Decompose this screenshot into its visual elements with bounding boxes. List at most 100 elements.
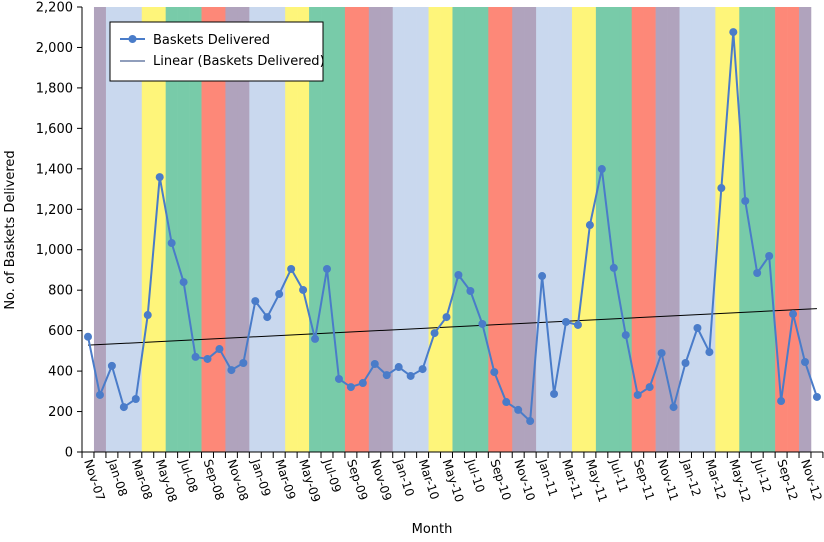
data-point-nov-09 [370,360,379,369]
data-point-jan-08 [107,361,116,370]
x-tick-label: Jul-12 [750,457,774,495]
linear-trendline [87,308,817,346]
season-band-aug-09 [332,7,346,452]
season-band-feb-08 [117,7,131,452]
season-band-dec-11 [667,7,680,452]
season-band-jun-12 [739,7,752,452]
season-band-apr-12 [715,7,728,452]
y-tick-label: 600 [48,324,73,339]
season-band-aug-11 [619,7,633,452]
season-band-sep-11 [631,7,644,452]
season-band-jun-10 [452,7,465,452]
season-band-feb-10 [404,7,417,452]
y-tick-label: 2,200 [36,1,73,16]
data-point-aug-08 [191,352,200,361]
data-point-aug-10 [478,319,487,328]
x-tick-label: May-11 [583,458,610,504]
data-point-jan-10 [394,363,403,372]
data-point-nov-08 [227,366,236,375]
data-point-may-08 [155,173,164,182]
data-point-nov-07 [84,332,92,341]
data-point-dec-11 [669,403,678,412]
x-tick-label: Mar-10 [416,458,442,502]
x-tick-label: Nov-09 [368,458,395,503]
y-tick-label: 400 [48,365,73,380]
x-tick-label: Mar-09 [272,458,298,502]
data-point-nov-12 [801,357,809,366]
data-point-nov-10 [514,405,523,414]
trendline [87,308,817,346]
x-tick-label: Sep-11 [631,458,657,502]
series-baskets-delivered [84,28,821,426]
x-tick-label: Mar-12 [703,458,729,502]
data-point-nov-11 [657,349,666,358]
x-tick-label: Nov-10 [511,458,538,503]
data-point-mar-11 [562,317,570,326]
data-point-may-09 [299,285,308,294]
season-band-apr-11 [571,7,585,452]
data-point-oct-12 [789,310,798,319]
x-tick-label: Mar-08 [129,458,155,502]
x-tick-label: Jan-12 [678,457,703,499]
season-band-feb-12 [691,7,704,452]
x-tick-label: Jul-09 [320,457,344,495]
season-band-aug-10 [476,7,489,452]
data-point-jan-09 [251,297,260,306]
data-point-feb-10 [406,371,415,380]
data-point-oct-10 [502,398,511,407]
data-point-jul-10 [466,286,475,295]
season-band-aug-12 [763,7,776,452]
season-band-feb-11 [548,7,561,452]
data-point-sep-12 [777,397,786,406]
y-tick-label: 1,800 [36,81,73,96]
data-point-jun-09 [311,334,320,343]
season-band-jan-10 [392,7,405,452]
data-point-mar-08 [131,395,140,404]
data-point-jul-08 [179,278,188,287]
season-band-nov-08 [225,7,238,452]
x-tick-label: Sep-09 [344,458,370,502]
y-tick-label: 0 [65,446,73,461]
season-band-nov-10 [512,7,525,452]
data-point-jul-11 [609,263,618,272]
season-band-jan-12 [679,7,692,452]
season-band-dec-09 [380,7,394,452]
season-band-jan-09 [249,7,262,452]
data-point-apr-12 [717,184,726,193]
season-band-oct-09 [356,7,370,452]
season-band-dec-08 [237,7,250,452]
x-tick-label: Jul-10 [463,457,487,495]
y-tick-label: 1,600 [36,122,73,137]
data-point-oct-11 [645,383,654,392]
x-tick-label: May-10 [440,458,467,504]
x-tick-label: Jan-08 [105,457,130,499]
data-point-may-12 [729,28,738,37]
data-point-jul-12 [753,268,762,277]
x-tick-label: May-08 [153,458,180,504]
season-band-sep-08 [201,7,214,452]
data-point-dec-10 [526,417,535,426]
data-point-feb-12 [693,324,702,333]
season-band-dec-10 [524,7,537,452]
season-band-oct-12 [787,7,800,452]
y-axis-label: No. of Baskets Delivered [3,150,18,309]
data-point-apr-09 [287,264,296,273]
x-tick-label: May-09 [296,458,323,504]
data-point-aug-09 [334,374,343,383]
y-tick-label: 200 [48,405,73,420]
x-tick-label: Nov-07 [81,458,108,503]
x-tick-label: Sep-12 [774,458,800,502]
data-point-feb-08 [119,403,128,412]
data-point-aug-12 [765,251,774,260]
x-tick-label: Jan-09 [248,457,273,499]
season-band-sep-09 [344,7,358,452]
data-point-feb-11 [550,389,559,398]
x-tick-label: May-12 [726,458,753,504]
data-point-feb-09 [263,313,272,322]
legend-box [109,21,324,82]
season-band-mar-11 [560,7,573,452]
data-point-oct-08 [215,345,224,354]
season-band-mar-12 [703,7,716,452]
x-tick-label: Jul-11 [607,457,631,495]
data-point-sep-10 [490,368,499,377]
